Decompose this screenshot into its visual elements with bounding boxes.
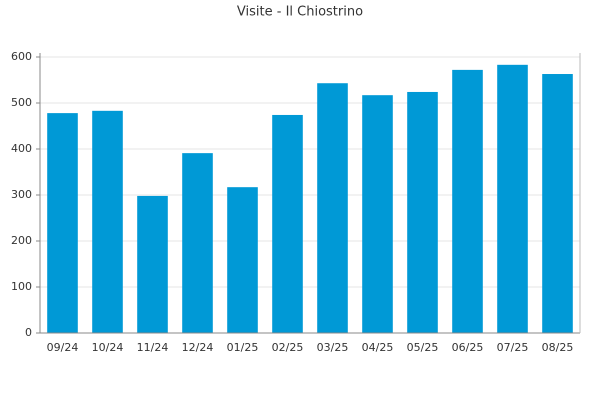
bar (182, 153, 213, 333)
y-tick-label: 300 (11, 188, 32, 201)
x-tick-label: 06/25 (452, 341, 484, 354)
x-tick-label: 01/25 (227, 341, 259, 354)
bar (317, 83, 348, 333)
bar (542, 74, 573, 334)
y-tick-label: 600 (11, 50, 32, 63)
bar (497, 64, 528, 333)
bar (227, 187, 258, 333)
bar (47, 113, 78, 334)
y-tick-label: 500 (11, 96, 32, 109)
y-tick-label: 400 (11, 142, 32, 155)
x-tick-label: 08/25 (542, 341, 574, 354)
bar (92, 110, 123, 333)
bar (407, 91, 438, 334)
x-tick-label: 11/24 (137, 341, 169, 354)
y-tick-label: 0 (25, 326, 32, 339)
chart-title: Visite - Il Chiostrino (237, 5, 363, 20)
x-tick-label: 03/25 (317, 341, 349, 354)
x-tick-label: 07/25 (497, 341, 529, 354)
bar (362, 95, 393, 334)
x-tick-label: 04/25 (362, 341, 394, 354)
y-tick-label: 100 (11, 280, 32, 293)
x-tick-label: 05/25 (407, 341, 439, 354)
x-tick-label: 09/24 (47, 341, 79, 354)
x-tick-label: 10/24 (92, 341, 124, 354)
bar (137, 195, 168, 333)
y-tick-label: 200 (11, 234, 32, 247)
bar (272, 114, 303, 334)
x-tick-label: 02/25 (272, 341, 304, 354)
x-tick-label: 12/24 (182, 341, 214, 354)
bar (452, 69, 483, 333)
